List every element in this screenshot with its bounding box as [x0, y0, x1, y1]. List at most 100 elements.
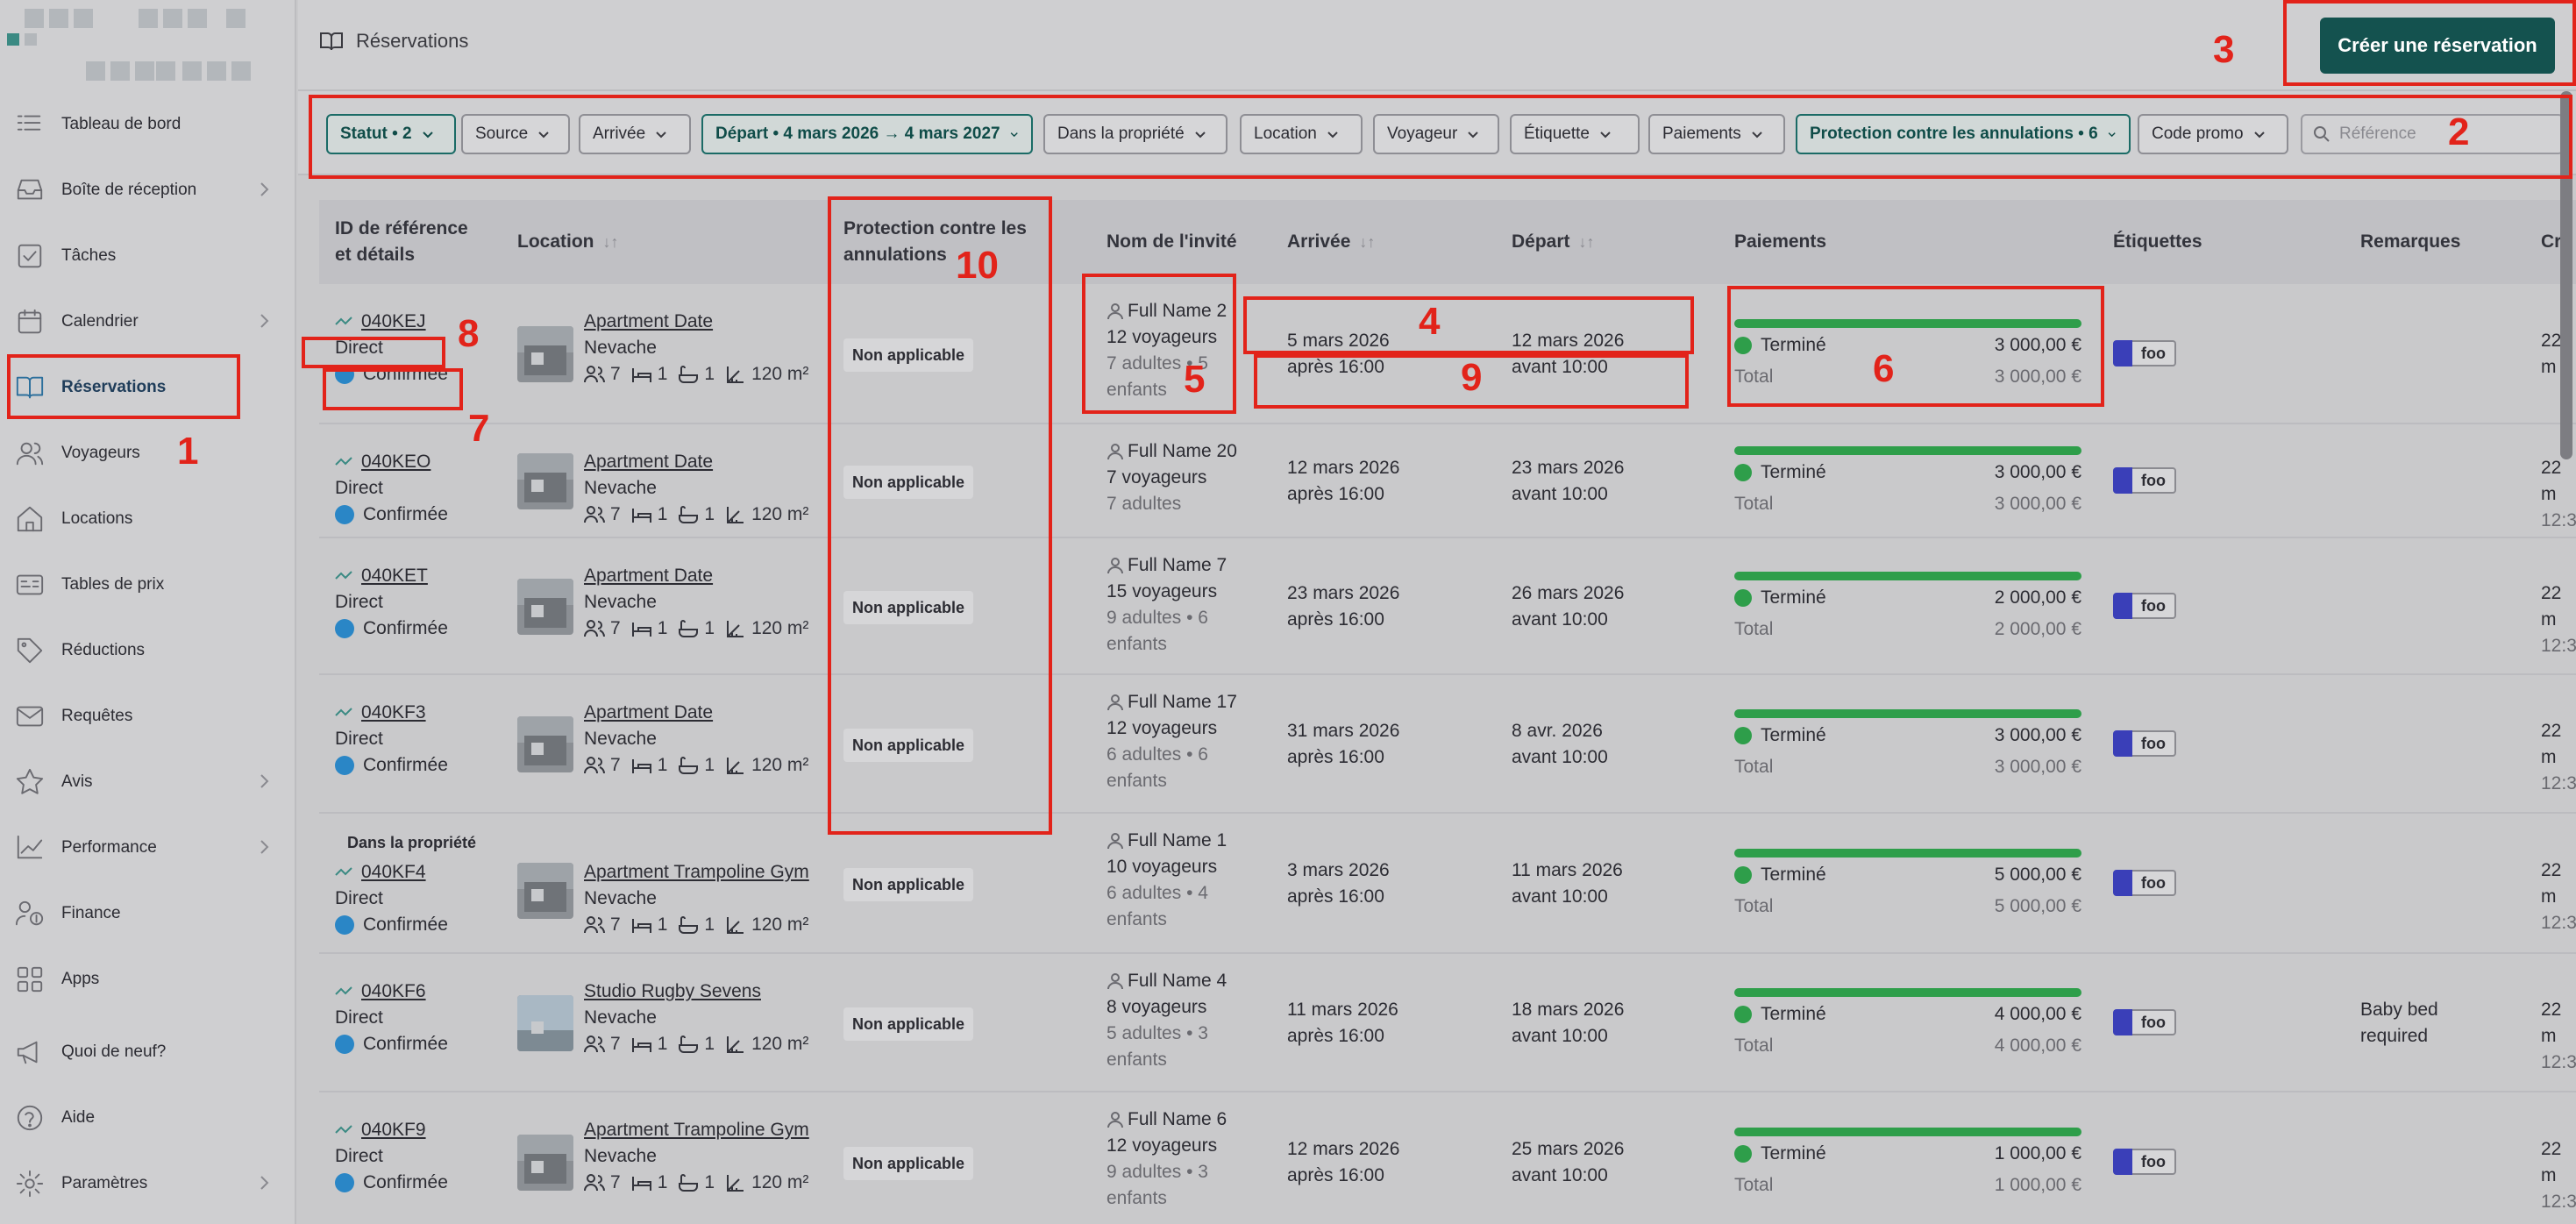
sidebar-item-2[interactable]: Tâches [0, 223, 296, 288]
total-label: Total [1734, 494, 1774, 514]
sidebar-item-16[interactable]: Paramètres [0, 1150, 296, 1216]
tags-cell: foo [2113, 1149, 2176, 1175]
location-thumbnail[interactable] [517, 863, 573, 919]
col-header-protection[interactable]: Protection contre les annulations [843, 200, 1054, 284]
table-row[interactable]: 040KF9 Direct Confirmée Apartment Trampolin… [319, 1092, 2576, 1224]
sidebar-item-14[interactable]: Quoi de neuf? [0, 1019, 296, 1085]
traveler-count: 15 voyageurs [1107, 581, 1218, 601]
sidebar-item-12[interactable]: Finance [0, 880, 296, 946]
link-icon [335, 867, 352, 876]
table-row[interactable]: 040KF3 Direct Confirmée Apartment Date Nevac… [319, 675, 2576, 814]
col-header-payments[interactable]: Paiements [1734, 200, 1826, 284]
sidebar-item-7[interactable]: Tables de prix [0, 552, 296, 617]
location-thumbnail[interactable] [517, 326, 573, 382]
reference-link[interactable]: 040KEO [361, 452, 431, 472]
tag-badge[interactable]: foo [2113, 340, 2176, 366]
filter-chip-9[interactable]: Protection contre les annulations • 6 [1796, 114, 2131, 154]
filter-chip-2[interactable]: Arrivée [579, 114, 691, 154]
location-link[interactable]: Apartment Date [584, 452, 714, 472]
created-date: 22 m [2541, 331, 2562, 377]
sidebar-item-11[interactable]: Performance [0, 815, 296, 880]
total-amount: 3 000,00 € [1994, 494, 2081, 514]
sort-icon[interactable]: ↓↑ [1359, 233, 1376, 251]
bedrooms-count: 1 [657, 1034, 668, 1054]
table-row[interactable]: 040KF6 Direct Confirmée Studio Rugby Sevens… [319, 954, 2576, 1092]
location-thumbnail[interactable] [517, 453, 573, 509]
filter-chip-4[interactable]: Dans la propriété [1043, 114, 1228, 154]
col-header-guest[interactable]: Nom de l'invité [1107, 200, 1237, 284]
tag-badge[interactable]: foo [2113, 730, 2176, 757]
table-row[interactable]: Dans la propriété 040KF4 Direct Confirmée Ap… [319, 814, 2576, 954]
sidebar-item-6[interactable]: Locations [0, 486, 296, 552]
col-header-departure[interactable]: Départ ↓↑ [1512, 200, 1595, 284]
departure-cell: 26 mars 2026 avant 10:00 [1512, 580, 1624, 633]
sidebar-nav: Tableau de bord Boîte de réception Tâches C… [0, 91, 296, 1216]
reference-link[interactable]: 040KET [361, 566, 428, 586]
reference-link[interactable]: 040KEJ [361, 311, 426, 331]
sidebar-item-10[interactable]: Avis [0, 749, 296, 815]
sidebar-item-5[interactable]: Voyageurs [0, 420, 296, 486]
location-link[interactable]: Apartment Date [584, 566, 714, 586]
tags-cell: foo [2113, 1009, 2176, 1035]
payment-progress-bar [1734, 988, 2081, 997]
sidebar-item-label: Avis [61, 772, 93, 791]
col-header-tags[interactable]: Étiquettes [2113, 200, 2202, 284]
location-thumbnail[interactable] [517, 579, 573, 635]
tag-badge[interactable]: foo [2113, 467, 2176, 494]
table-row[interactable]: 040KET Direct Confirmée Apartment Date Nevac… [319, 538, 2576, 675]
table-row[interactable]: 040KEO Direct Confirmée Apartment Date Nevac… [319, 424, 2576, 538]
guest-composition-cont: enfants [1107, 634, 1167, 654]
reference-link[interactable]: 040KF9 [361, 1120, 426, 1140]
reference-link[interactable]: 040KF6 [361, 981, 426, 1001]
traveler-count: 8 voyageurs [1107, 997, 1207, 1017]
sidebar-item-1[interactable]: Boîte de réception [0, 157, 296, 223]
sidebar-item-0[interactable]: Tableau de bord [0, 91, 296, 157]
location-thumbnail[interactable] [517, 716, 573, 772]
sidebar-item-15[interactable]: Aide [0, 1085, 296, 1150]
sidebar-item-4[interactable]: Réservations [0, 354, 296, 420]
filter-chip-1[interactable]: Source [461, 114, 570, 154]
location-thumbnail[interactable] [517, 1135, 573, 1191]
tag-badge[interactable]: foo [2113, 1149, 2176, 1175]
filter-chip-8[interactable]: Paiements [1648, 114, 1785, 154]
sidebar-item-13[interactable]: Apps [0, 946, 296, 1012]
sidebar-item-icon [14, 964, 46, 995]
col-header-reference[interactable]: ID de référence et détails [335, 200, 510, 284]
filter-chip-6[interactable]: Voyageur [1373, 114, 1499, 154]
reference-search[interactable] [2301, 114, 2564, 154]
col-header-arrival[interactable]: Arrivée ↓↑ [1287, 200, 1375, 284]
reference-link[interactable]: 040KF3 [361, 702, 426, 722]
tags-cell: foo [2113, 730, 2176, 757]
tag-badge[interactable]: foo [2113, 593, 2176, 619]
user-icon [1107, 444, 1123, 460]
sort-icon[interactable]: ↓↑ [1578, 233, 1595, 251]
sidebar-item-3[interactable]: Calendrier [0, 288, 296, 354]
location-thumbnail[interactable] [517, 995, 573, 1051]
payment-status: Terminé [1761, 587, 1826, 608]
tag-badge[interactable]: foo [2113, 870, 2176, 896]
location-link[interactable]: Studio Rugby Sevens [584, 981, 761, 1001]
tag-badge[interactable]: foo [2113, 1009, 2176, 1035]
reference-link[interactable]: 040KF4 [361, 862, 426, 882]
location-link[interactable]: Apartment Date [584, 311, 714, 331]
location-link[interactable]: Apartment Date [584, 702, 714, 722]
sort-icon[interactable]: ↓↑ [602, 233, 619, 251]
filter-chip-0[interactable]: Statut • 2 [326, 114, 456, 154]
table-row[interactable]: 040KEJ Direct Confirmée Apartment Date Nevac… [319, 284, 2576, 424]
sidebar-item-8[interactable]: Réductions [0, 617, 296, 683]
col-header-location[interactable]: Location ↓↑ [517, 200, 619, 284]
location-link[interactable]: Apartment Trampoline Gym [584, 862, 809, 882]
sidebar-item-9[interactable]: Requêtes [0, 683, 296, 749]
col-header-protection-line2: annulations [843, 245, 947, 265]
filter-chip-10[interactable]: Code promo [2138, 114, 2288, 154]
vertical-scrollbar[interactable] [2560, 91, 2572, 459]
filter-chip-5[interactable]: Location [1240, 114, 1363, 154]
guests-capacity: 7 [610, 755, 621, 775]
filter-chip-3[interactable]: Départ • 4 mars 2026 → 4 mars 2027 [701, 114, 1033, 154]
filter-chip-7[interactable]: Étiquette [1510, 114, 1640, 154]
col-header-notes[interactable]: Remarques [2360, 200, 2460, 284]
reference-search-input[interactable] [2339, 125, 2550, 144]
payment-amount: 3 000,00 € [1994, 335, 2081, 355]
location-link[interactable]: Apartment Trampoline Gym [584, 1120, 809, 1140]
create-reservation-button[interactable]: Créer une réservation [2320, 18, 2555, 74]
